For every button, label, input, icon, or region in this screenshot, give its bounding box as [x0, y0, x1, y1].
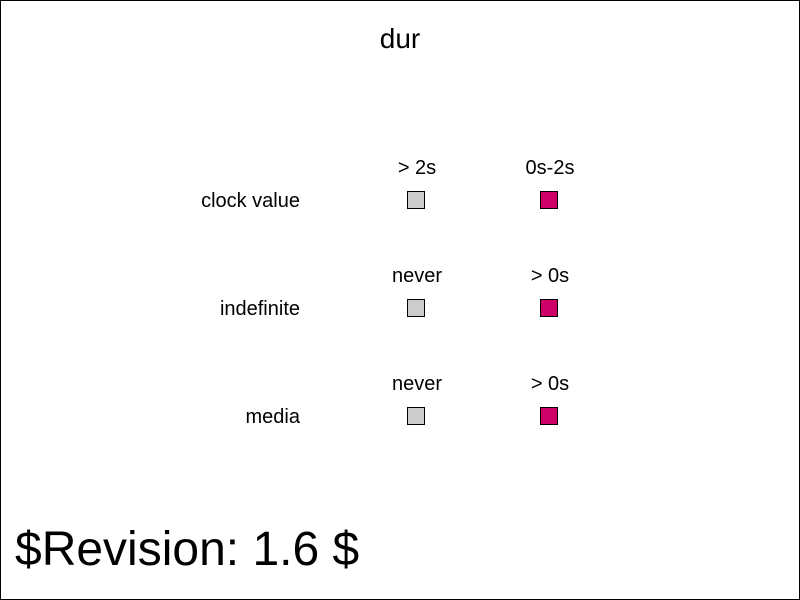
right-column-label: > 0s — [530, 265, 570, 287]
inactive-square — [407, 407, 425, 425]
page-title: dur — [379, 23, 421, 54]
right-column-label: > 0s — [530, 373, 570, 395]
inactive-square — [407, 299, 425, 317]
active-square — [540, 407, 558, 425]
row-label: media — [245, 406, 300, 428]
right-column-label: 0s-2s — [525, 157, 575, 179]
row-label: indefinite — [219, 298, 300, 320]
left-column-label: > 2s — [397, 157, 437, 179]
left-column-label: never — [391, 373, 443, 395]
left-column-label: never — [391, 265, 443, 287]
row-label: clock value — [201, 190, 300, 212]
inactive-square — [407, 191, 425, 209]
active-square — [540, 299, 558, 317]
revision-label: $Revision: 1.6 $ — [15, 523, 360, 576]
active-square — [540, 191, 558, 209]
